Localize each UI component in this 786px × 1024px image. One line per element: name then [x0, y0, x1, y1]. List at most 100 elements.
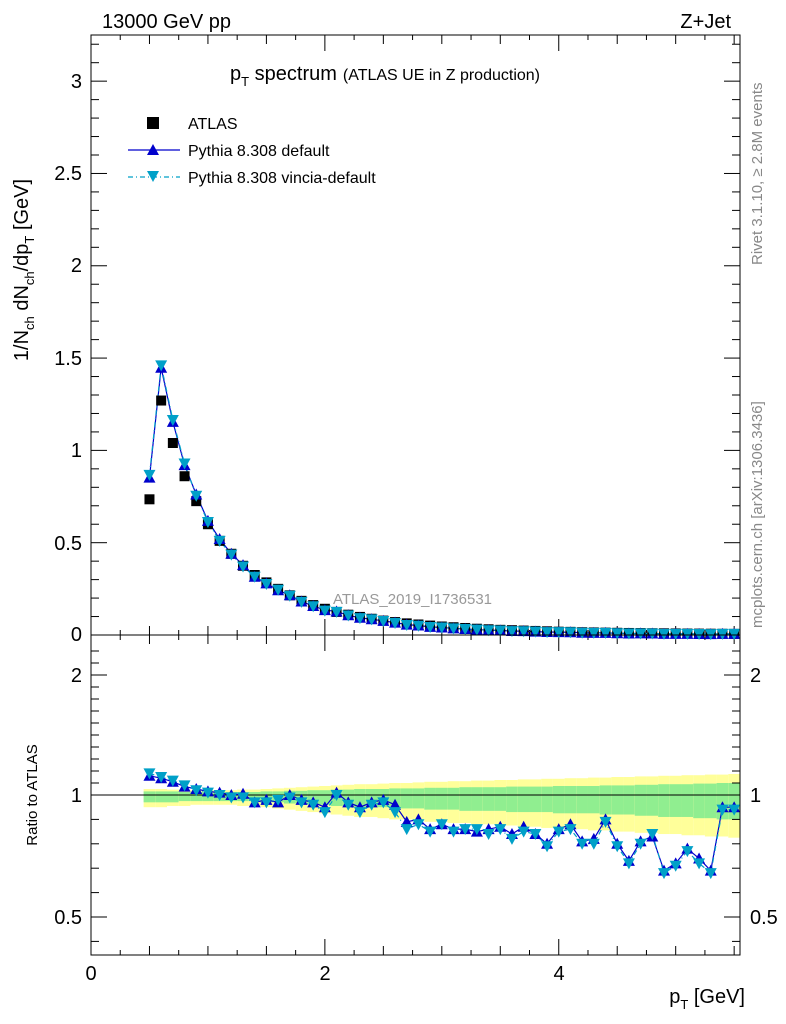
vincia-ratio-point-13: [295, 797, 308, 809]
vincia-point-5: [201, 517, 214, 529]
vincia-point-10: [260, 578, 273, 590]
vincia-point-34: [541, 627, 554, 639]
x-tick-label-2: 2: [319, 963, 330, 985]
band-inner-31: [506, 786, 518, 813]
vincia-ratio-point-22: [400, 824, 413, 836]
band-inner-50: [728, 783, 740, 820]
ratio-series-group: [143, 768, 741, 880]
band-inner-28: [471, 787, 483, 811]
vincia-ratio-point-0: [143, 768, 156, 780]
vincia-point-16: [330, 606, 343, 618]
vincia-point-31: [505, 626, 518, 638]
band-inner-21: [389, 788, 401, 809]
band-inner-30: [494, 787, 507, 811]
mcplots-label: mcplots.cern.ch [arXiv:1306.3436]: [749, 401, 766, 628]
band-inner-4: [190, 792, 203, 802]
band-inner-15: [319, 790, 331, 805]
band-inner-41: [623, 785, 635, 815]
vincia-point-25: [435, 622, 448, 634]
legend: ATLAS Pythia 8.308 default Pythia 8.308 …: [128, 116, 376, 187]
vincia-point-32: [517, 626, 530, 638]
band-inner-18: [354, 789, 366, 808]
atlas-point-0: [144, 494, 155, 505]
vincia-point-45: [669, 628, 682, 640]
band-inner-3: [178, 792, 191, 802]
band-inner-42: [634, 784, 647, 816]
vincia-point-17: [342, 610, 355, 622]
vincia-ratio-point-30: [494, 824, 507, 836]
default-ratio-point-21: [389, 798, 402, 810]
vincia-point-22: [400, 619, 413, 631]
y-tick-label-3: 3: [71, 71, 82, 93]
vincia-ratio-point-48: [704, 868, 717, 880]
band-inner-0: [143, 791, 156, 803]
vincia-point-33: [529, 626, 542, 638]
band-inner-1: [155, 791, 168, 803]
vincia-ratio-point-8: [237, 792, 250, 804]
main-panel-background: [91, 35, 740, 635]
band-inner-45: [669, 784, 682, 817]
band-inner-37: [576, 786, 588, 814]
vincia-ratio-point-38: [587, 838, 600, 850]
ratio-tick-label-0.5-left: 0.5: [54, 907, 82, 929]
band-inner-34: [541, 786, 553, 813]
y-tick-label-1: 1: [71, 440, 82, 462]
vincia-ratio-point-9: [248, 797, 261, 809]
ratio-tick-label-1-left: 1: [71, 785, 82, 807]
vincia-ratio-point-43: [646, 829, 659, 841]
vincia-point-18: [353, 613, 366, 625]
vincia-point-50: [728, 628, 741, 640]
vincia-ratio-point-36: [564, 824, 577, 836]
vincia-ratio-point-3: [178, 780, 191, 792]
vincia-ratio-point-37: [576, 838, 589, 850]
legend-label-default: Pythia 8.308 default: [188, 143, 330, 160]
vincia-point-26: [447, 623, 460, 635]
x-axis-label: pT [GeV]: [669, 986, 745, 1012]
band-inner-24: [424, 787, 436, 810]
vincia-ratio-point-20: [377, 797, 390, 809]
band-inner-23: [412, 788, 425, 809]
vincia-ratio-point-35: [552, 826, 565, 838]
band-inner-29: [482, 787, 495, 811]
vincia-point-4: [190, 490, 203, 502]
vincia-ratio-point-28: [470, 824, 483, 836]
vincia-ratio-point-45: [669, 860, 682, 872]
main-y-tick-labels: 0 0.5 1 1.5 2 2.5 3: [54, 71, 82, 646]
rivet-label: Rivet 3.1.10, ≥ 2.8M events: [749, 83, 766, 266]
band-inner-43: [646, 784, 659, 816]
vincia-point-6: [213, 535, 226, 547]
vincia-ratio-point-26: [447, 826, 460, 838]
band-inner-27: [459, 787, 472, 811]
vincia-ratio-point-47: [693, 858, 706, 870]
atlas-point-3: [179, 471, 190, 482]
band-inner-26: [447, 787, 460, 810]
vincia-point-8: [237, 561, 250, 573]
band-inner-25: [435, 787, 448, 810]
vincia-ratio-point-34: [541, 841, 554, 853]
vincia-ratio-point-27: [459, 824, 472, 836]
band-inner-38: [587, 786, 600, 814]
y-tick-label-2.5: 2.5: [54, 163, 82, 185]
vincia-ratio-point-15: [318, 807, 331, 819]
vincia-point-19: [365, 614, 378, 626]
atlas-point-1: [156, 395, 167, 406]
legend-label-atlas: ATLAS: [188, 116, 238, 133]
vincia-ratio-point-10: [260, 797, 273, 809]
band-inner-2: [167, 791, 179, 803]
vincia-ratio-point-44: [657, 868, 670, 880]
ratio-tick-label-1-right: 1: [750, 785, 761, 807]
vincia-point-14: [307, 601, 320, 613]
y-tick-label-0.5: 0.5: [54, 533, 82, 555]
vincia-ratio-point-5: [201, 787, 214, 799]
vincia-point-49: [716, 628, 729, 640]
band-inner-47: [693, 783, 705, 819]
vincia-ratio-point-7: [225, 792, 238, 804]
vincia-ratio-point-29: [482, 829, 495, 841]
vincia-point-13: [295, 596, 308, 608]
vincia-point-29: [482, 625, 495, 637]
band-inner-44: [658, 784, 670, 817]
ratio-panel-frame: [90, 634, 741, 956]
axis-ticks: [90, 35, 740, 955]
ratio-y-axis-label: Ratio to ATLAS: [24, 744, 41, 845]
